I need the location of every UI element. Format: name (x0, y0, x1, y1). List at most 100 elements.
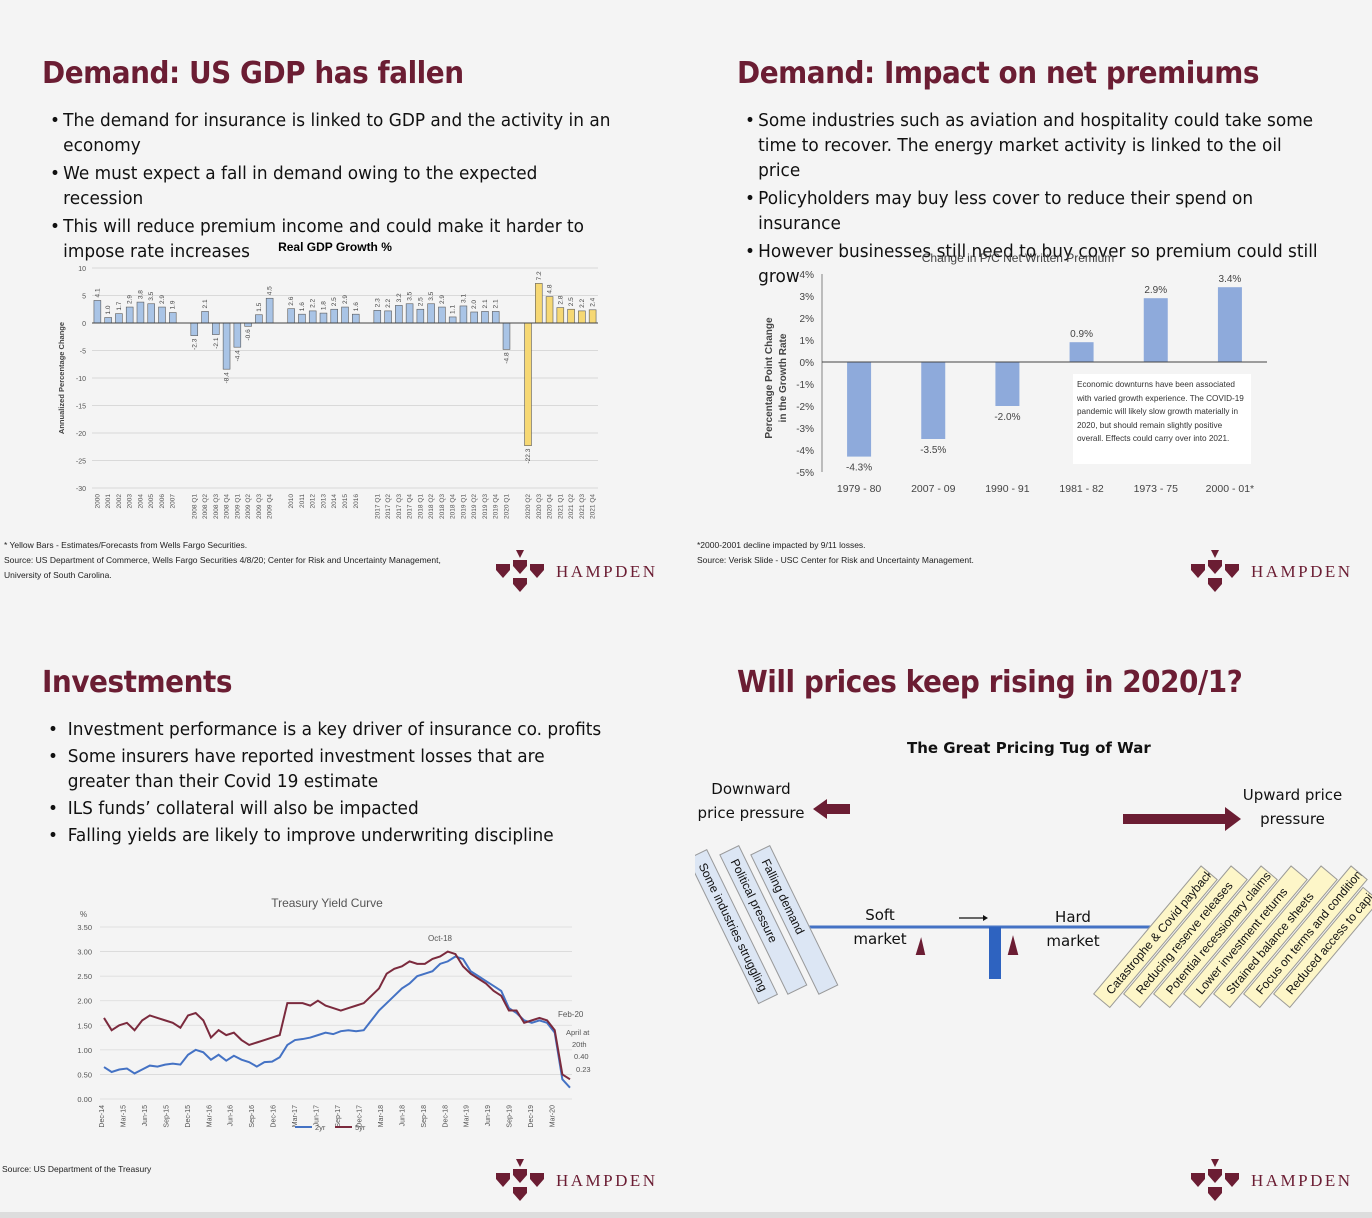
premium-bar (1217, 287, 1242, 362)
bullet-item: Some insurers have reported investment l… (48, 744, 612, 794)
fulcrum (989, 927, 1001, 979)
x-tick-label: 2010 (288, 494, 295, 509)
gdp-bar (545, 296, 554, 324)
data-label: 2.5 (417, 297, 424, 306)
series-line-5yr (103, 950, 571, 1081)
bullet-item: ILS funds’ collateral will also be impac… (48, 796, 612, 821)
data-label: 2.3 (374, 298, 381, 307)
data-label: 2.9 (342, 295, 349, 304)
data-label: 2.4 (590, 297, 597, 306)
x-tick-label: 1973 - 75 (1134, 483, 1179, 495)
slide-investments: Investments Investment performance is a … (0, 609, 686, 1218)
y-tick-label: 0 (82, 321, 86, 328)
bullet-item: The demand for insurance is linked to GD… (50, 108, 614, 158)
y-tick-label: -5 (80, 349, 86, 356)
logo-wordmark: HAMPDEN (556, 1171, 658, 1190)
data-label: 2.2 (385, 298, 392, 307)
series-line-2yr (103, 955, 571, 1089)
slide-title: Will prices keep rising in 2020/1? (737, 665, 1243, 700)
gdp-bar (319, 312, 328, 324)
x-tick-label: Dec-15 (185, 1105, 192, 1128)
premium-bar (921, 362, 946, 439)
data-label: -3.5% (920, 445, 946, 456)
data-label: 2.1 (482, 299, 489, 308)
bullet-list: Investment performance is a key driver o… (48, 717, 648, 850)
y-tick-label: 1.50 (77, 1021, 92, 1030)
gdp-bar (352, 313, 360, 324)
data-label: 1.5 (256, 302, 263, 311)
forecast-note: * Yellow Bars - Estimates/Forecasts from… (4, 540, 248, 550)
y-tick-label: 3.00 (77, 948, 92, 957)
gdp-bar (373, 310, 382, 324)
x-tick-label: 2017 Q4 (407, 494, 414, 519)
gdp-bar (405, 303, 414, 324)
data-label: 2.5 (331, 297, 338, 306)
hampden-logo: HAMPDEN (494, 546, 664, 596)
gdp-bar (104, 317, 112, 324)
x-tick-label: 2018 Q2 (428, 494, 435, 519)
x-tick-label: Jun-15 (142, 1105, 149, 1127)
crown-emblem-icon (1191, 550, 1239, 592)
x-tick-label: 2016 (353, 494, 360, 509)
gdp-bar (502, 322, 511, 350)
gdp-bar (115, 313, 123, 324)
gdp-bar (567, 308, 575, 324)
data-label: 0.9% (1070, 329, 1093, 340)
x-tick-label: 2018 Q3 (439, 494, 446, 519)
x-tick-label: 2009 Q2 (245, 494, 252, 519)
y-tick-label: 2.50 (77, 972, 92, 981)
gdp-bar (341, 306, 349, 324)
y-tick-label: 5 (82, 294, 86, 301)
logo-wordmark: HAMPDEN (1251, 1171, 1353, 1190)
y-axis-label: Percentage Point Change (764, 317, 775, 439)
gdp-bar (459, 305, 468, 324)
y-tick-label: -1% (796, 380, 814, 391)
slide-gdp: Demand: US GDP has fallen The demand for… (0, 0, 686, 609)
annotation-label: 0.40 (574, 1052, 589, 1061)
x-tick-label: 2021 Q3 (579, 494, 586, 519)
data-label: 3.2 (396, 293, 403, 302)
data-label: 3.1 (460, 294, 467, 303)
x-tick-label: 2021 Q2 (568, 494, 575, 519)
y-tick-label: -10 (76, 376, 86, 383)
premium-bar (995, 362, 1020, 406)
x-tick-label: 2021 Q1 (557, 494, 564, 519)
annotation-box: Economic downturns have been associated … (1073, 374, 1251, 464)
slide-title: Investments (42, 665, 232, 700)
x-tick-label: 2018 Q4 (450, 494, 457, 519)
data-label: 2.9 (159, 295, 166, 304)
chart-title: Change in P/C Net Written Premium (922, 251, 1115, 265)
crown-emblem-icon (496, 550, 544, 592)
slide-premiums: Demand: Impact on net premiums Some indu… (695, 0, 1372, 609)
data-label: 1.9 (170, 300, 177, 309)
source-note: Source: Verisk Slide - USC Center for Ri… (697, 555, 974, 565)
gdp-bar (255, 314, 263, 324)
logo-wordmark: HAMPDEN (1251, 562, 1353, 581)
gdp-bar-chart: Real GDP Growth % 10 5 0 -5 -10 -15 -20 -25 -30 An… (57, 240, 598, 519)
data-label: 1.7 (116, 301, 123, 310)
gdp-bar (330, 308, 338, 324)
chart-title: Real GDP Growth % (278, 240, 392, 254)
premium-bar (1069, 342, 1094, 362)
data-label: 2.1 (493, 299, 500, 308)
data-label: 1.6 (353, 302, 360, 311)
bullet-list: Some industries such as aviation and hos… (745, 108, 1365, 292)
x-tick-label: 2013 (320, 494, 327, 509)
x-tick-label: 2003 (127, 494, 134, 509)
data-label: 2.2 (579, 298, 586, 307)
data-label: 4.5 (267, 286, 274, 295)
tug-of-war-graphic (790, 799, 1241, 979)
data-label: -8.4 (224, 372, 231, 384)
x-tick-label: 2018 Q1 (417, 494, 424, 519)
data-label: 2.9 (127, 295, 134, 304)
slide-title: Demand: US GDP has fallen (42, 56, 464, 91)
y-tick-label: 2.00 (77, 997, 92, 1006)
x-tick-label: 2019 Q2 (471, 494, 478, 519)
data-label: 1.8 (320, 301, 327, 310)
y-tick-label: -3% (796, 424, 814, 435)
data-label: 3.8 (137, 290, 144, 299)
data-label: 1.1 (450, 305, 457, 314)
gdp-bar (556, 307, 565, 324)
annotation-label: 0.23 (576, 1065, 591, 1074)
gdp-bar (427, 303, 435, 324)
